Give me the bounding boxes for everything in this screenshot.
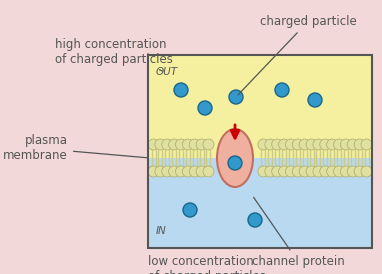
Circle shape	[182, 139, 193, 150]
Circle shape	[182, 166, 193, 177]
Circle shape	[308, 93, 322, 107]
Circle shape	[292, 139, 303, 150]
Circle shape	[327, 166, 338, 177]
Circle shape	[299, 139, 310, 150]
Circle shape	[198, 101, 212, 115]
Circle shape	[347, 139, 358, 150]
Circle shape	[174, 83, 188, 97]
Circle shape	[228, 156, 242, 170]
Bar	[148, 55, 372, 158]
Circle shape	[306, 166, 317, 177]
Text: channel protein: channel protein	[252, 197, 345, 268]
Text: high concentration
of charged particles: high concentration of charged particles	[55, 38, 173, 71]
Circle shape	[265, 139, 276, 150]
Circle shape	[299, 166, 310, 177]
Circle shape	[292, 166, 303, 177]
Circle shape	[155, 139, 166, 150]
Circle shape	[278, 139, 290, 150]
Circle shape	[148, 166, 159, 177]
Circle shape	[189, 166, 200, 177]
Circle shape	[361, 166, 372, 177]
Circle shape	[313, 166, 324, 177]
Circle shape	[285, 139, 296, 150]
Circle shape	[196, 166, 207, 177]
Circle shape	[258, 166, 269, 177]
Circle shape	[333, 166, 345, 177]
Circle shape	[313, 139, 324, 150]
Circle shape	[248, 213, 262, 227]
Text: charged particle: charged particle	[238, 15, 356, 95]
Circle shape	[162, 166, 173, 177]
Circle shape	[306, 139, 317, 150]
Circle shape	[189, 139, 200, 150]
Circle shape	[354, 139, 365, 150]
Circle shape	[275, 83, 289, 97]
Ellipse shape	[217, 129, 253, 187]
Circle shape	[258, 139, 269, 150]
Circle shape	[183, 203, 197, 217]
Circle shape	[196, 139, 207, 150]
Circle shape	[175, 166, 186, 177]
Circle shape	[162, 139, 173, 150]
Text: IN: IN	[156, 226, 167, 236]
Circle shape	[175, 139, 186, 150]
Circle shape	[155, 166, 166, 177]
Circle shape	[272, 166, 283, 177]
Bar	[148, 55, 372, 248]
Circle shape	[278, 166, 290, 177]
Circle shape	[203, 139, 214, 150]
Circle shape	[333, 139, 345, 150]
Circle shape	[327, 139, 338, 150]
Circle shape	[148, 139, 159, 150]
Circle shape	[272, 139, 283, 150]
Bar	[148, 158, 372, 248]
Text: OUT: OUT	[156, 67, 178, 77]
Circle shape	[168, 139, 180, 150]
Text: plasma
membrane: plasma membrane	[3, 134, 147, 162]
Circle shape	[340, 166, 351, 177]
Circle shape	[354, 166, 365, 177]
Circle shape	[168, 166, 180, 177]
Circle shape	[361, 139, 372, 150]
Circle shape	[203, 166, 214, 177]
Circle shape	[347, 166, 358, 177]
Text: low concentration
of charged particles: low concentration of charged particles	[148, 255, 266, 274]
Circle shape	[229, 90, 243, 104]
Circle shape	[265, 166, 276, 177]
Circle shape	[340, 139, 351, 150]
Circle shape	[320, 166, 331, 177]
Circle shape	[285, 166, 296, 177]
Circle shape	[320, 139, 331, 150]
